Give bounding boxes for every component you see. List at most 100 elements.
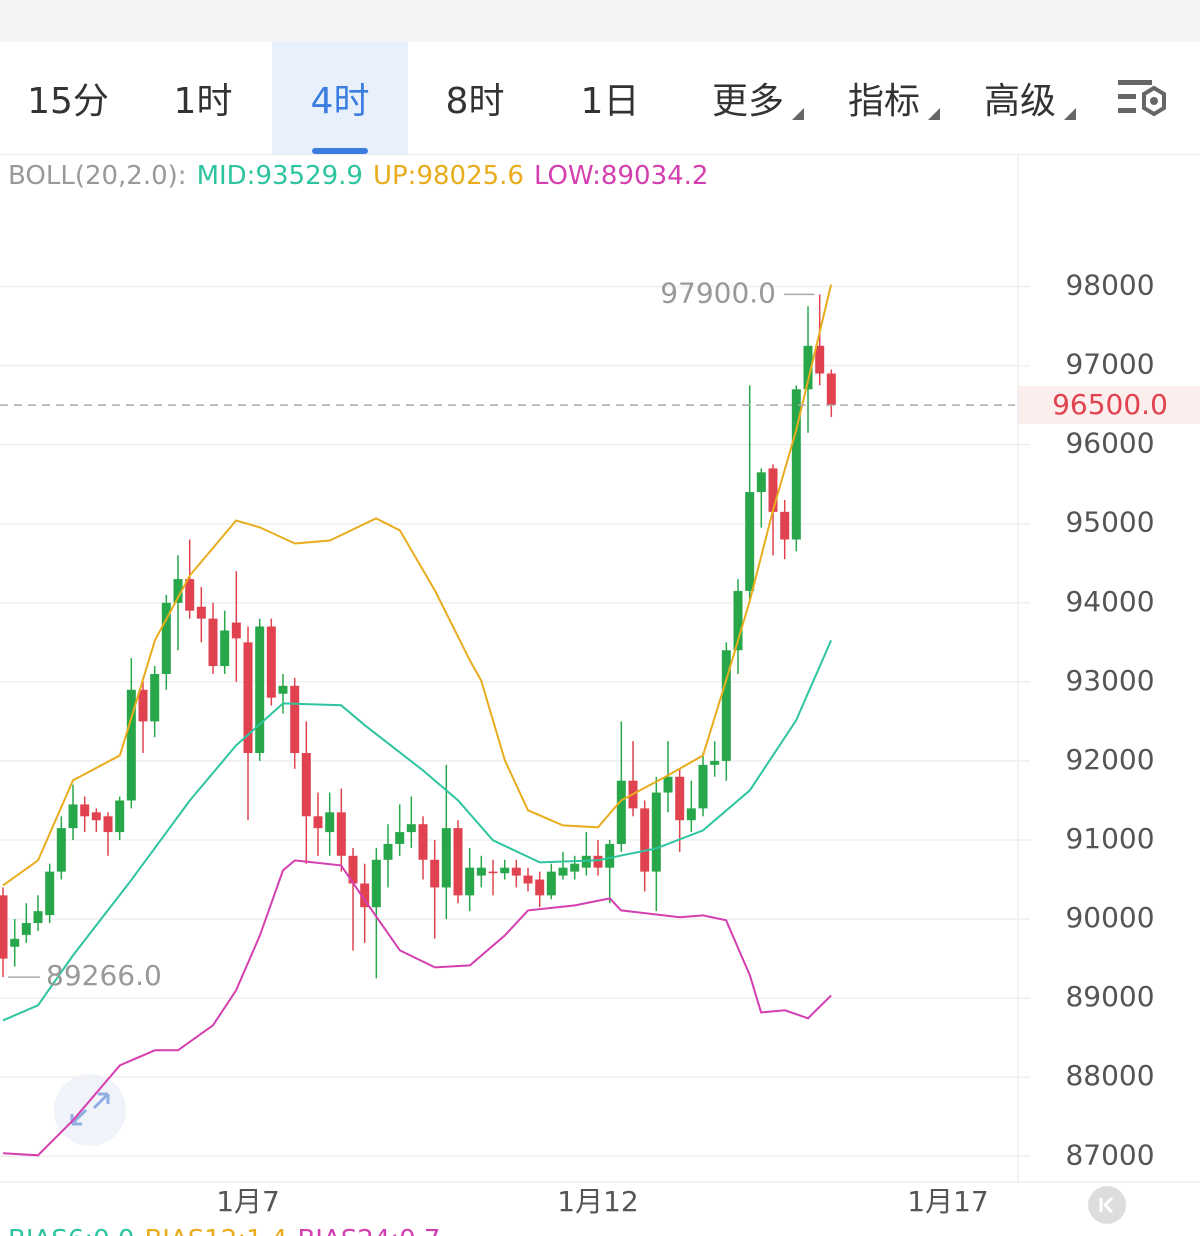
- y-tick-label: 95000: [1065, 506, 1154, 539]
- candle-body: [383, 843, 393, 860]
- candle-body: [336, 812, 346, 856]
- candle-body: [791, 389, 801, 540]
- candle-body: [278, 685, 288, 694]
- y-tick-label: 97000: [1065, 348, 1154, 381]
- tab[interactable]: 15分: [27, 81, 109, 122]
- candle-body: [546, 871, 556, 896]
- candle-body: [605, 843, 615, 868]
- candle-body: [581, 855, 591, 868]
- candle-body: [710, 760, 720, 765]
- y-tick-label: 93000: [1065, 664, 1154, 697]
- dropdown-caret: [928, 108, 940, 120]
- y-tick-label: 88000: [1065, 1059, 1154, 1092]
- grid: [0, 285, 1030, 1158]
- candle-body: [231, 622, 241, 639]
- y-tick-label: 96000: [1065, 427, 1154, 460]
- indicator-name: BOLL(20,2.0):: [8, 161, 187, 191]
- band-line: [2, 639, 833, 1022]
- expand-button[interactable]: [54, 1074, 126, 1146]
- x-tick-label: 1月7: [216, 1185, 280, 1218]
- y-tick-label: 91000: [1065, 822, 1154, 855]
- candle-body: [675, 776, 685, 821]
- candle-body: [138, 689, 148, 722]
- candle-body: [570, 863, 580, 872]
- candle-body: [185, 579, 195, 611]
- candle-body: [395, 832, 405, 844]
- candle-body: [686, 808, 696, 821]
- bias-legend: BIAS6:0.0 BIAS12:1.4 BIAS24:0.7: [8, 1225, 440, 1236]
- indicator-up: UP:98025.6: [373, 161, 524, 191]
- tab[interactable]: 8时: [445, 81, 505, 122]
- dropdown-caret: [1064, 108, 1076, 120]
- x-tick-label: 1月17: [907, 1185, 988, 1218]
- candle-body: [196, 606, 206, 619]
- y-tick-label: 89000: [1065, 980, 1154, 1013]
- tab[interactable]: 更多: [711, 81, 785, 122]
- indicator-legend: BOLL(20,2.0): MID:93529.9 UP:98025.6 LOW:89…: [8, 161, 708, 191]
- candle-body: [406, 824, 416, 833]
- candle-body: [161, 602, 171, 674]
- candle-body: [255, 626, 265, 754]
- tab[interactable]: 指标: [847, 81, 921, 122]
- candle-body: [558, 867, 568, 876]
- low-marker-label: 89266.0: [46, 959, 162, 992]
- candle-body: [815, 345, 825, 374]
- band-line: [2, 859, 832, 1157]
- candle-body: [826, 373, 836, 406]
- tab[interactable]: 1时: [173, 81, 233, 122]
- candle-body: [173, 579, 183, 603]
- top-strip: [0, 0, 1200, 42]
- tab[interactable]: 4时: [310, 81, 370, 122]
- candle-body: [733, 590, 743, 651]
- candle-body: [500, 867, 510, 874]
- candle-body: [313, 816, 323, 829]
- candle-body: [465, 867, 475, 896]
- candle-body: [698, 764, 708, 809]
- candle-body: [663, 776, 673, 793]
- settings-icon[interactable]: [1116, 76, 1172, 124]
- candle-body: [45, 871, 55, 916]
- high-marker-label: 97900.0: [660, 276, 776, 309]
- candle-body: [0, 895, 8, 959]
- y-tick-label: 98000: [1065, 269, 1154, 302]
- candle-body: [220, 630, 230, 667]
- active-tab-bg: [272, 42, 408, 155]
- candle-body: [91, 812, 101, 821]
- tab[interactable]: 高级: [983, 81, 1057, 122]
- candle-body: [290, 685, 300, 754]
- candle-body: [325, 812, 335, 833]
- candle-body: [780, 511, 790, 540]
- candle-body: [80, 804, 90, 817]
- scroll-end-icon: [1099, 1196, 1114, 1214]
- candle-body: [371, 859, 381, 908]
- candle-body: [33, 911, 43, 924]
- candle-body: [10, 938, 20, 947]
- y-tick-label: 87000: [1065, 1138, 1154, 1171]
- candle-body: [651, 792, 661, 872]
- y-tick-label: 90000: [1065, 901, 1154, 934]
- candle-body: [301, 753, 311, 817]
- last-price-label: 96500.0: [1052, 388, 1168, 421]
- candle-body: [593, 855, 603, 868]
- candle-body: [266, 626, 276, 698]
- bias24: BIAS24:0.7: [297, 1225, 440, 1236]
- dropdown-caret: [792, 108, 804, 120]
- candle-body: [535, 879, 545, 896]
- candle-body: [126, 689, 136, 801]
- candle-body: [768, 468, 778, 512]
- candle-body: [115, 800, 125, 833]
- bias12: BIAS12:1.4: [144, 1225, 287, 1236]
- expand-icon: [70, 1092, 110, 1126]
- last-price-bg: [1018, 386, 1200, 424]
- candle-body: [476, 867, 486, 876]
- candle-body: [488, 871, 498, 874]
- candle-body: [523, 875, 533, 884]
- tab[interactable]: 1日: [580, 81, 640, 122]
- bias6: BIAS6:0.0: [8, 1225, 134, 1236]
- candle-body: [103, 816, 113, 833]
- y-tick-label: 94000: [1065, 585, 1154, 618]
- candle-body: [721, 650, 731, 761]
- active-tab-indicator: [312, 148, 368, 154]
